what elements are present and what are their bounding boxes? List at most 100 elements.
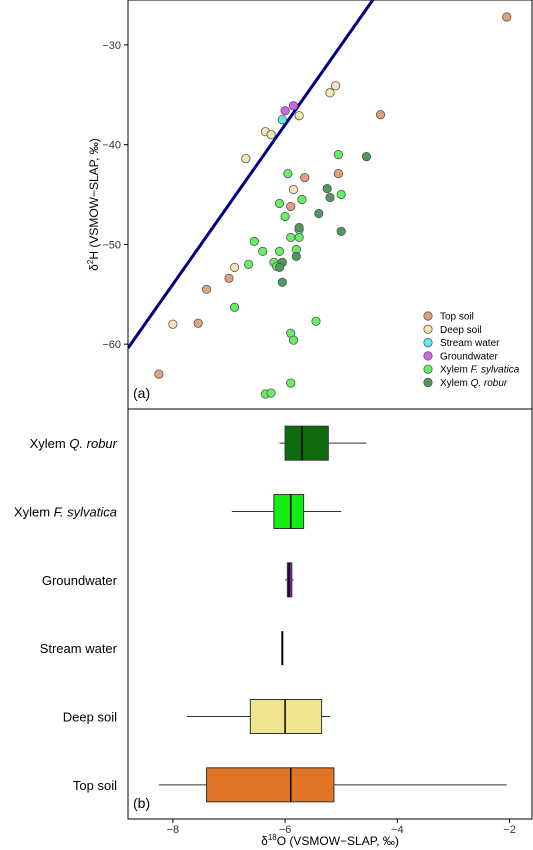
data-point — [502, 12, 512, 22]
legend-marker — [423, 377, 433, 388]
category-label: Deep soil — [63, 710, 117, 725]
data-point — [375, 110, 386, 120]
data-point — [286, 232, 296, 243]
legend: Top soil Deep soil Stream water Groundwater… — [423, 311, 520, 389]
x-axis-label: δ18O (VSMOW−SLAP, ‰) — [261, 833, 399, 848]
series-0 — [154, 12, 512, 379]
data-point — [333, 150, 344, 160]
data-point — [291, 251, 301, 261]
x-tick-label: −8 — [167, 824, 180, 836]
data-point — [280, 211, 290, 222]
category-label-text: Top soil — [73, 778, 117, 793]
data-point — [241, 154, 251, 164]
legend-label-text: Xylem — [440, 365, 471, 376]
data-point — [193, 318, 203, 328]
legend-label-text: Deep soil — [440, 325, 482, 336]
data-point — [224, 273, 234, 283]
legend-label: Top soil — [440, 312, 474, 323]
legend-label-text: Xylem — [440, 378, 471, 389]
legend-marker — [423, 351, 433, 361]
legend-label: Xylem Q. robur — [440, 378, 508, 389]
data-point — [288, 335, 299, 345]
y-axis-label: δ2H (VSMOW−SLAP, ‰) — [86, 138, 101, 271]
x-tick-label: −6 — [279, 824, 292, 836]
data-point — [244, 259, 254, 269]
data-point — [311, 316, 321, 326]
data-point — [325, 192, 335, 203]
data-point — [294, 232, 304, 243]
legend-label-italic: Q. robur — [471, 378, 508, 389]
series-3 — [280, 101, 299, 116]
data-point — [322, 183, 332, 194]
series-4 — [230, 150, 346, 399]
iqr-box — [206, 767, 335, 803]
data-point — [286, 201, 296, 212]
y-tick-label: −40 — [102, 140, 121, 152]
legend-label-italic: F. sylvatica — [471, 365, 520, 376]
category-label: Stream water — [40, 641, 118, 656]
iqr-box — [273, 494, 305, 529]
x-axis-label-prefix: δ — [261, 834, 268, 848]
data-point — [280, 106, 290, 116]
box-1 — [231, 494, 342, 529]
data-point — [294, 222, 304, 233]
box-5 — [158, 767, 507, 803]
legend-label: Xylem F. sylvatica — [440, 365, 520, 376]
y-axis-label-prefix: δ — [87, 264, 101, 271]
y-tick-label: −30 — [102, 40, 121, 52]
legend-label-text: Top soil — [440, 312, 474, 323]
y-tick-label: −50 — [102, 239, 121, 251]
data-point — [283, 168, 293, 179]
category-label-text: Deep soil — [63, 710, 117, 725]
legend-marker — [423, 311, 433, 321]
data-point — [286, 378, 296, 388]
data-point — [266, 388, 276, 398]
y-axis-label-sup: 2 — [86, 259, 95, 264]
data-point — [336, 189, 346, 200]
box-2 — [285, 562, 294, 598]
data-point — [361, 152, 372, 162]
legend-label-text: Groundwater — [440, 351, 498, 362]
y-axis-label-rest: H (VSMOW−SLAP, ‰) — [87, 138, 101, 259]
data-point — [230, 262, 240, 272]
data-point — [277, 277, 287, 287]
series-2 — [277, 115, 287, 125]
data-point — [201, 284, 212, 294]
category-label: Xylem F. sylvatica — [14, 505, 117, 520]
data-point — [274, 246, 285, 256]
data-point — [230, 302, 240, 312]
boxplot-panel: Xylem Q. robur Xylem F. sylvatica Groundwa… — [14, 408, 533, 848]
box-4 — [186, 699, 330, 734]
data-point — [274, 198, 285, 209]
category-label: Xylem Q. robur — [30, 436, 118, 451]
data-point — [277, 115, 287, 125]
data-point — [325, 88, 335, 98]
x-axis-label-sup: 18 — [268, 833, 277, 842]
data-point — [168, 319, 178, 329]
data-point — [274, 262, 285, 272]
legend-label: Groundwater — [440, 351, 498, 362]
series-5 — [274, 152, 372, 287]
legend-label: Deep soil — [440, 325, 482, 336]
category-label-text: Groundwater — [42, 573, 118, 588]
x-tick-label: −2 — [503, 824, 516, 836]
legend-marker — [423, 324, 433, 334]
category-label-italic: Q. robur — [69, 436, 117, 451]
panel-label-b: (b) — [133, 795, 150, 811]
iqr-box — [249, 699, 323, 734]
box-0 — [279, 425, 367, 461]
category-label: Top soil — [73, 778, 117, 793]
x-axis-label-rest: O (VSMOW−SLAP, ‰) — [277, 834, 399, 848]
data-point — [288, 101, 299, 111]
data-point — [266, 130, 276, 140]
x-tick-label: −4 — [391, 824, 404, 836]
data-point — [300, 172, 310, 183]
category-label-italic: F. sylvatica — [54, 505, 117, 520]
category-label-text: Stream water — [40, 641, 118, 656]
data-point — [249, 236, 259, 247]
legend-marker — [423, 337, 433, 348]
data-point — [294, 111, 304, 121]
data-point — [314, 208, 324, 219]
category-label: Groundwater — [42, 573, 118, 588]
